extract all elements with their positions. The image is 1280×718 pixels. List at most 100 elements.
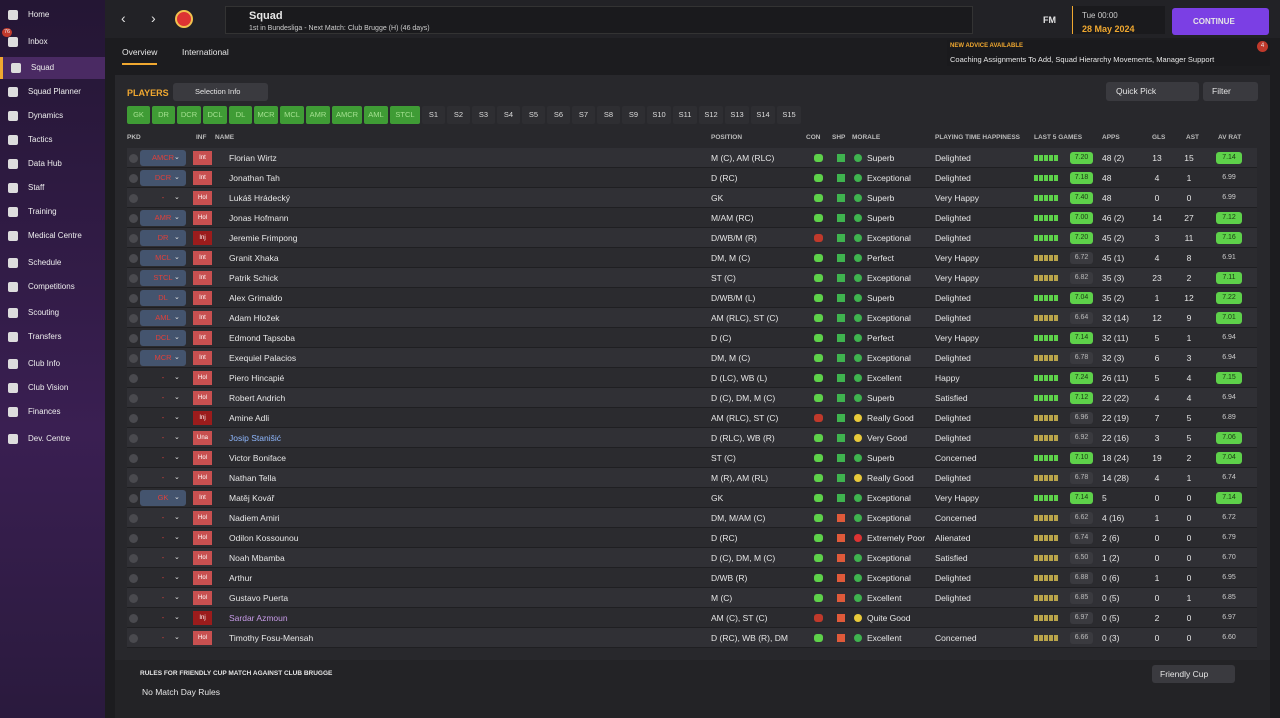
select-dot[interactable] [129, 474, 138, 483]
nav-item[interactable]: Inbox 76 [2, 28, 48, 47]
nav-item[interactable]: Scouting [0, 302, 105, 324]
player-row[interactable]: - ⌄ Hol Robert Andrich D (C), DM, M (C) Super… [127, 388, 1257, 408]
select-dot[interactable] [129, 274, 138, 283]
select-dot[interactable] [129, 574, 138, 583]
position-button[interactable]: S3 [472, 106, 495, 124]
select-dot[interactable] [129, 294, 138, 303]
position-button[interactable]: MCR [254, 106, 278, 124]
quick-pick-button[interactable]: Quick Pick [1106, 82, 1199, 101]
player-row[interactable]: - ⌄ Una Josip Stanišić D (RLC), WB (R) Very G… [127, 428, 1257, 448]
select-dot[interactable] [129, 454, 138, 463]
column-header[interactable]: LAST 5 GAMES [1034, 134, 1083, 141]
pkd-slot[interactable]: AMR [140, 210, 186, 226]
pkd-slot[interactable]: - [161, 633, 165, 642]
position-button[interactable]: AMR [306, 106, 330, 124]
player-name[interactable]: Gustavo Puerta [229, 593, 289, 603]
player-row[interactable]: DL ⌄ Int Alex Grimaldo D/WB/M (L) Superb Delig… [127, 288, 1257, 308]
select-dot[interactable] [129, 214, 138, 223]
player-row[interactable]: AMR ⌄ Hol Jonas Hofmann M/AM (RC) Superb Delig… [127, 208, 1257, 228]
advice-box[interactable]: NEW ADVICE AVAILABLE Coaching Assignment… [947, 40, 1270, 66]
player-name[interactable]: Victor Boniface [229, 453, 287, 463]
player-row[interactable]: - ⌄ Hol Timothy Fosu-Mensah D (RC), WB (R), … [127, 628, 1257, 648]
selection-info-button[interactable]: Selection Info [173, 83, 268, 101]
tab-international[interactable]: International [182, 47, 229, 57]
pkd-slot[interactable]: - [161, 553, 165, 562]
nav-item[interactable]: Tactics [0, 129, 105, 151]
position-button[interactable]: S6 [547, 106, 570, 124]
position-button[interactable]: DCL [203, 106, 227, 124]
pkd-slot[interactable]: - [161, 473, 165, 482]
select-dot[interactable] [129, 554, 138, 563]
pkd-slot[interactable]: - [161, 533, 165, 542]
column-header[interactable]: PLAYING TIME HAPPINESS [935, 134, 1020, 141]
search-box[interactable] [225, 6, 973, 34]
pkd-slot[interactable]: DCL [140, 330, 186, 346]
pkd-slot[interactable]: STCL [140, 270, 186, 286]
position-button[interactable]: DL [229, 106, 252, 124]
player-name[interactable]: Robert Andrich [229, 393, 286, 403]
select-dot[interactable] [129, 494, 138, 503]
player-row[interactable]: AML ⌄ Int Adam Hložek AM (RLC), ST (C) Except… [127, 308, 1257, 328]
player-row[interactable]: - ⌄ Inj Sardar Azmoun AM (C), ST (C) Quite Go… [127, 608, 1257, 628]
player-name[interactable]: Noah Mbamba [229, 553, 285, 563]
position-button[interactable]: S10 [647, 106, 671, 124]
player-name[interactable]: Exequiel Palacios [229, 353, 297, 363]
player-name[interactable]: Adam Hložek [229, 313, 280, 323]
competition-select[interactable]: Friendly Cup [1152, 665, 1235, 683]
select-dot[interactable] [129, 234, 138, 243]
column-header[interactable]: INF [196, 134, 207, 141]
select-dot[interactable] [129, 174, 138, 183]
pkd-slot[interactable]: DR [140, 230, 186, 246]
player-name[interactable]: Piero Hincapié [229, 373, 285, 383]
player-row[interactable]: - ⌄ Hol Nadiem Amiri DM, M/AM (C) Exceptional… [127, 508, 1257, 528]
pkd-slot[interactable]: DCR [140, 170, 186, 186]
player-name[interactable]: Matěj Kovář [229, 493, 275, 503]
pkd-slot[interactable]: - [161, 593, 165, 602]
select-dot[interactable] [129, 154, 138, 163]
player-row[interactable]: DCR ⌄ Int Jonathan Tah D (RC) Exceptional Deli… [127, 168, 1257, 188]
continue-button[interactable]: CONTINUE [1172, 8, 1269, 35]
filter-button[interactable]: Filter [1203, 82, 1258, 101]
pkd-slot[interactable]: MCL [140, 250, 186, 266]
pkd-slot[interactable]: - [161, 513, 165, 522]
position-button[interactable]: GK [127, 106, 150, 124]
select-dot[interactable] [129, 434, 138, 443]
pkd-slot[interactable]: - [161, 413, 165, 422]
position-button[interactable]: AML [364, 106, 388, 124]
nav-item[interactable]: Home [0, 4, 105, 26]
position-button[interactable]: DCR [177, 106, 201, 124]
player-name[interactable]: Sardar Azmoun [229, 613, 288, 623]
player-name[interactable]: Amine Adli [229, 413, 270, 423]
player-row[interactable]: AMCR ⌄ Int Florian Wirtz M (C), AM (RLC) Supe… [127, 148, 1257, 168]
club-badge[interactable] [175, 10, 193, 28]
column-header[interactable]: CON [806, 134, 821, 141]
player-name[interactable]: Jeremie Frimpong [229, 233, 298, 243]
position-button[interactable]: S2 [447, 106, 470, 124]
position-button[interactable]: S1 [422, 106, 445, 124]
nav-item[interactable]: Medical Centre [0, 225, 105, 247]
column-header[interactable]: PKD [127, 134, 141, 141]
player-name[interactable]: Florian Wirtz [229, 153, 277, 163]
position-button[interactable]: S5 [522, 106, 545, 124]
tab-overview[interactable]: Overview [122, 47, 158, 65]
fm-button[interactable]: FM [1043, 15, 1056, 25]
position-button[interactable]: S11 [673, 106, 697, 124]
select-dot[interactable] [129, 334, 138, 343]
position-button[interactable]: S7 [572, 106, 595, 124]
player-name[interactable]: Nathan Tella [229, 473, 277, 483]
player-row[interactable]: - ⌄ Hol Odilon Kossounou D (RC) Extremely Poo… [127, 528, 1257, 548]
select-dot[interactable] [129, 534, 138, 543]
player-name[interactable]: Granit Xhaka [229, 253, 279, 263]
player-name[interactable]: Odilon Kossounou [229, 533, 299, 543]
forward-button[interactable]: › [151, 10, 156, 26]
nav-item[interactable]: Data Hub [0, 153, 105, 175]
select-dot[interactable] [129, 354, 138, 363]
player-row[interactable]: STCL ⌄ Int Patrik Schick ST (C) Exceptional Ve… [127, 268, 1257, 288]
player-row[interactable]: - ⌄ Hol Arthur D/WB (R) Exceptional Delighted 6… [127, 568, 1257, 588]
select-dot[interactable] [129, 194, 138, 203]
position-button[interactable]: S9 [622, 106, 645, 124]
column-header[interactable]: NAME [215, 134, 235, 141]
player-row[interactable]: - ⌄ Hol Noah Mbamba D (C), DM, M (C) Exceptio… [127, 548, 1257, 568]
select-dot[interactable] [129, 594, 138, 603]
player-name[interactable]: Timothy Fosu-Mensah [229, 633, 314, 643]
